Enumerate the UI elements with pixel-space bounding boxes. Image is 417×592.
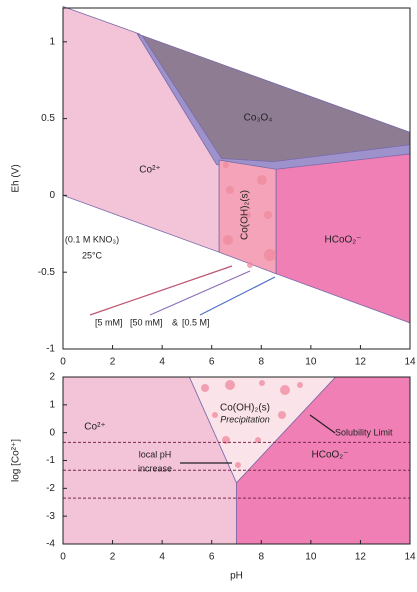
x-tick-label: 0 [60, 552, 66, 563]
page: {"chart_data": [ {"type": "phase-diagram… [0, 0, 417, 587]
x-tick-label: 2 [110, 357, 116, 368]
y-tick-label: -4 [46, 539, 55, 550]
annotation: Precipitation [220, 414, 270, 424]
dot [223, 162, 229, 168]
y-tick-label: 0.5 [41, 113, 55, 124]
x-tick-label: 12 [355, 552, 367, 563]
region-label: Co²⁺ [84, 422, 105, 433]
dot [226, 186, 234, 194]
region-label: Co²⁺ [139, 165, 160, 176]
dot [247, 262, 253, 268]
dot [201, 384, 209, 392]
x-tick-label: 12 [355, 357, 367, 368]
dot [264, 249, 276, 261]
x-tick-label: 14 [404, 552, 416, 563]
x-axis-title: pH [230, 571, 243, 582]
region-label: HCoO₂⁻ [325, 235, 362, 246]
y-tick-label: -1 [46, 455, 55, 466]
annotation: [50 mM] [130, 317, 163, 327]
annotation: [0.5 M] [182, 317, 210, 327]
y-tick-label: -0.5 [38, 267, 56, 278]
region-label: HCoO₂⁻ [312, 450, 349, 461]
region-label: Co(OH)₂(s) [220, 403, 270, 414]
dot [264, 211, 272, 219]
x-tick-label: 0 [60, 357, 66, 368]
dot [280, 385, 290, 395]
x-tick-label: 8 [259, 552, 265, 563]
region-label: Co(OH)₂(s) [240, 190, 251, 240]
x-tick-label: 4 [159, 357, 165, 368]
y-tick-label: -1 [46, 344, 55, 355]
annotation: 25°C [82, 250, 103, 260]
arrow [90, 266, 232, 315]
x-tick-label: 6 [209, 357, 215, 368]
dot [223, 235, 233, 245]
annotation: (0.1 M KNO₃) [65, 234, 119, 244]
y-tick-label: -2 [46, 483, 55, 494]
x-tick-label: 14 [404, 357, 416, 368]
region-label: Co₃O₄ [244, 113, 273, 124]
dot [257, 175, 267, 185]
dot [225, 380, 235, 390]
annotation: Solubility Limit [335, 427, 393, 437]
dot [278, 411, 286, 419]
dot [259, 380, 265, 386]
annotation: increase [138, 463, 172, 473]
annotation: [5 mM] [95, 317, 123, 327]
x-tick-label: 6 [209, 552, 215, 563]
chart: Co²⁺Co₃O₄Co(OH)₂(s)HCoO₂⁻02468101214-1-0… [0, 0, 417, 587]
x-tick-label: 10 [305, 357, 317, 368]
annotation: & [172, 317, 178, 327]
y-axis-title: Eh (V) [11, 164, 22, 192]
y-tick-label: 0 [49, 190, 55, 201]
x-tick-label: 8 [259, 357, 265, 368]
x-tick-label: 2 [110, 552, 116, 563]
y-axis-title: log [Co²⁺] [11, 439, 22, 482]
annotation: local pH [139, 449, 172, 459]
y-tick-label: 1 [49, 399, 55, 410]
dot [235, 462, 241, 468]
arrow [200, 277, 275, 315]
dot [297, 382, 303, 388]
x-tick-label: 10 [305, 552, 317, 563]
y-tick-label: 2 [49, 372, 55, 383]
y-tick-label: 1 [49, 36, 55, 47]
x-tick-label: 4 [159, 552, 165, 563]
y-tick-label: 0 [49, 427, 55, 438]
dot [212, 412, 218, 418]
y-tick-label: -3 [46, 511, 55, 522]
